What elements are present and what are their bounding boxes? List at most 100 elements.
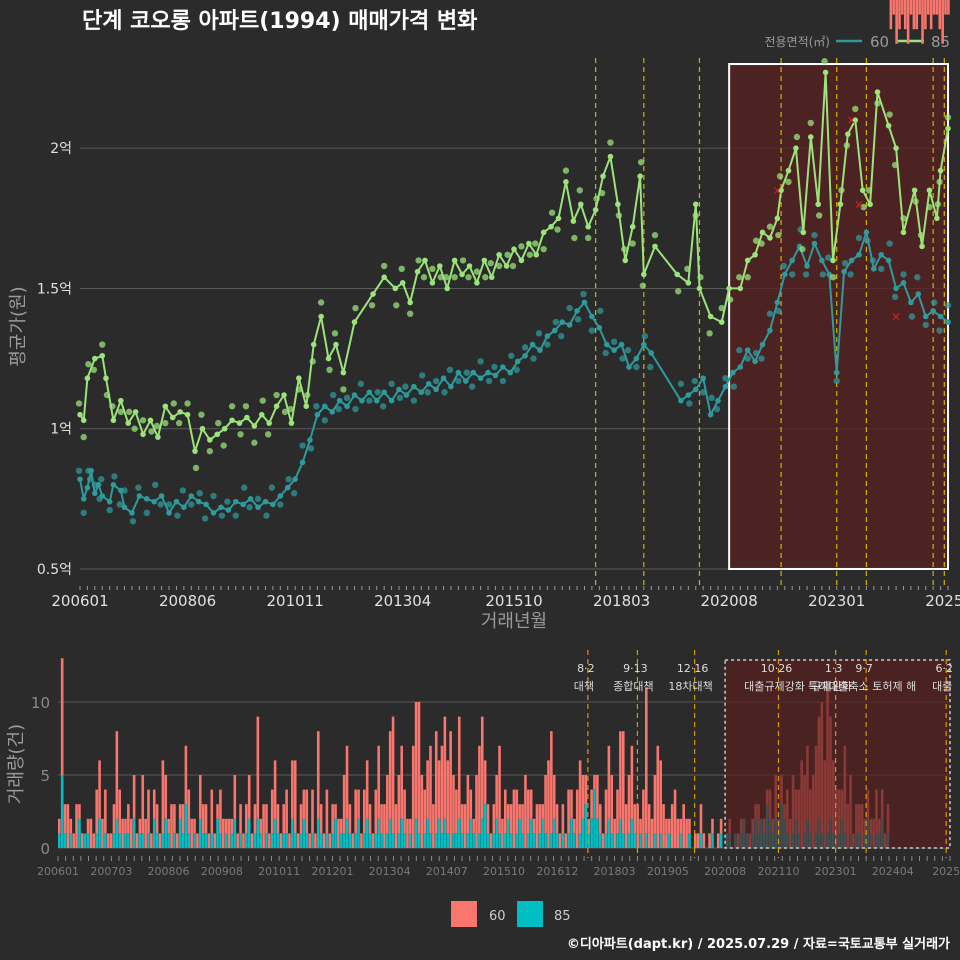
price-point-85 <box>911 187 918 194</box>
volume-bar-60 <box>417 702 421 834</box>
volume-bar-85 <box>504 833 507 848</box>
price-point-85 <box>859 187 866 194</box>
price-point-85 <box>370 291 376 297</box>
price-point-85 <box>125 420 132 426</box>
price-scatter-point-85 <box>860 203 867 211</box>
price-scatter-point-60 <box>441 389 448 396</box>
volume-bar-85 <box>345 818 349 848</box>
volume-bar-60 <box>164 775 168 819</box>
price-scatter-point-85 <box>75 400 83 407</box>
price-point-85 <box>251 423 258 429</box>
volume-bar-60 <box>291 760 294 819</box>
volume-bar-85 <box>83 833 87 848</box>
volume-bar-60 <box>279 833 283 848</box>
volume-bar-85 <box>334 818 337 848</box>
price-point-85 <box>84 375 91 382</box>
price-point-60 <box>210 510 217 516</box>
volume-policy-date: 9·7 <box>855 662 873 675</box>
price-scatter-point-60 <box>116 501 124 508</box>
volume-bar-85 <box>311 833 314 848</box>
price-scatter-point-85 <box>380 262 388 270</box>
price-scatter-point-85 <box>944 114 952 121</box>
price-scatter-point-85 <box>584 234 592 242</box>
price-scatter-point-60 <box>424 389 431 396</box>
volume-bar-60 <box>141 775 145 834</box>
price-scatter-point-60 <box>446 366 454 373</box>
price-scatter-point-85 <box>162 419 169 427</box>
volume-policy-label: 규제완화 <box>811 680 851 693</box>
volume-bar-85 <box>339 833 343 848</box>
volume-bar-60 <box>175 833 179 848</box>
price-point-85 <box>466 263 473 269</box>
price-point-85 <box>244 414 250 421</box>
price-point-60 <box>336 397 343 404</box>
volume-bar-60 <box>273 760 277 819</box>
volume-bar-60 <box>383 804 386 848</box>
volume-bar-60 <box>314 833 317 848</box>
volume-bar-60 <box>92 833 96 848</box>
price-scatter-point-60 <box>580 290 587 298</box>
volume-bar-60 <box>912 0 916 30</box>
price-x-tick-label: 200806 <box>159 592 216 610</box>
volume-bar-60 <box>524 775 527 848</box>
volume-bar-60 <box>906 0 910 44</box>
volume-bar-60 <box>924 0 927 30</box>
volume-bar-85 <box>112 833 116 848</box>
price-point-85 <box>885 122 892 129</box>
volume-bar-85 <box>331 833 334 848</box>
price-point-60 <box>173 498 180 505</box>
volume-bar-85 <box>711 833 714 848</box>
volume-bar-60 <box>693 833 697 848</box>
volume-bar-60 <box>475 775 478 848</box>
volume-bar-60 <box>121 818 124 848</box>
volume-bar-60 <box>308 833 311 848</box>
price-point-85 <box>503 263 510 269</box>
price-scatter-point-85 <box>215 419 222 427</box>
volume-bar-85 <box>509 833 513 848</box>
volume-bar-60 <box>486 804 490 834</box>
volume-bar-85 <box>325 833 329 848</box>
volume-bar-60 <box>101 818 104 848</box>
price-point-85 <box>845 131 851 137</box>
price-point-60 <box>500 364 506 370</box>
price-point-85 <box>707 313 714 320</box>
price-point-85 <box>207 437 213 443</box>
volume-bar-85 <box>527 833 530 848</box>
volume-y-tick-label: 0 <box>40 840 50 858</box>
price-point-85 <box>874 89 881 95</box>
volume-bar-60 <box>316 731 320 819</box>
volume-bar-60 <box>929 0 933 30</box>
volume-bar-60 <box>492 804 496 834</box>
volume-bar-60 <box>339 818 343 834</box>
price-x-tick-label: 201803 <box>593 592 650 610</box>
volume-x-tick-label: 201905 <box>647 865 689 878</box>
price-point-85 <box>945 125 951 132</box>
price-point-60 <box>744 347 751 353</box>
price-scatter-point-85 <box>548 209 556 216</box>
volume-bar-85 <box>115 818 119 848</box>
volume-bar-60 <box>388 731 392 819</box>
volume-bar-60 <box>204 804 208 834</box>
volume-bar-60 <box>250 833 254 848</box>
price-point-85 <box>793 145 799 151</box>
volume-bar-60 <box>81 833 84 848</box>
price-legend-title: 전용면적(㎡) <box>764 35 830 49</box>
price-point-60 <box>411 383 417 390</box>
price-scatter-point-60 <box>419 372 426 379</box>
volume-bar-85 <box>541 818 544 848</box>
price-point-60 <box>418 389 425 396</box>
price-point-85 <box>815 201 821 208</box>
price-scatter-point-60 <box>106 506 113 514</box>
price-point-85 <box>184 411 191 418</box>
price-scatter-point-85 <box>807 119 814 127</box>
price-scatter-point-60 <box>201 515 209 522</box>
volume-y-tick-label: 10 <box>31 694 50 712</box>
volume-bar-85 <box>276 833 280 848</box>
price-scatter-point-60 <box>597 307 604 315</box>
price-scatter-point-60 <box>477 358 484 365</box>
price-point-60 <box>641 341 647 348</box>
price-scatter-point-85 <box>815 212 823 219</box>
price-point-85 <box>737 285 744 292</box>
